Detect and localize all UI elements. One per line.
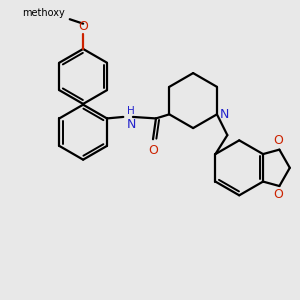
Text: O: O <box>78 20 88 33</box>
Text: methoxy: methoxy <box>22 8 65 19</box>
Text: O: O <box>148 144 158 157</box>
Text: O: O <box>273 188 283 201</box>
Text: O: O <box>273 134 283 147</box>
Text: N: N <box>220 108 229 121</box>
Text: N: N <box>127 118 136 131</box>
Text: H: H <box>127 106 135 116</box>
